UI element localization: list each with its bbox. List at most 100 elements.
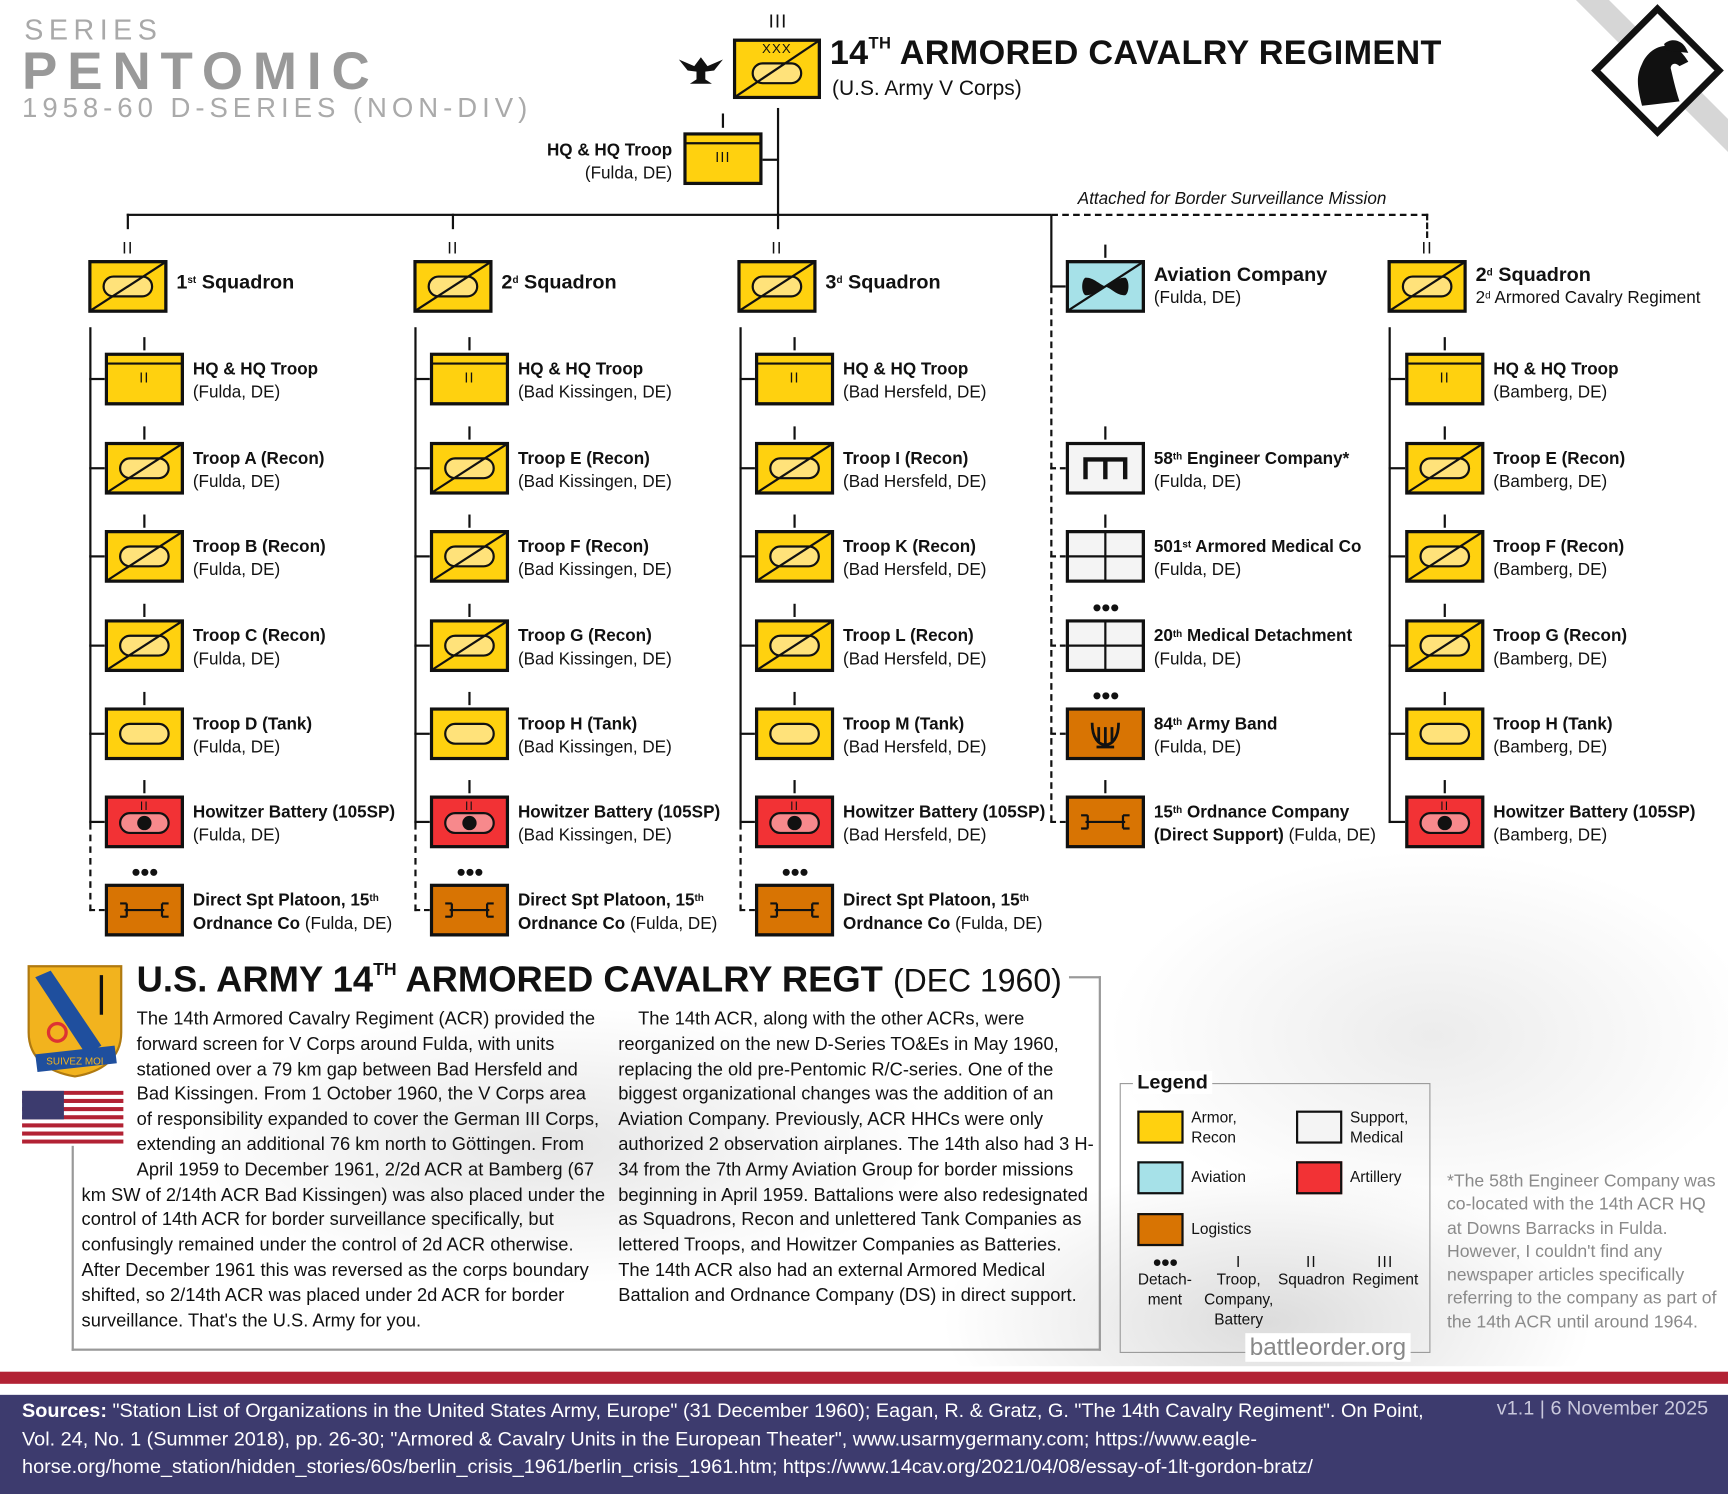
hq-unit[interactable]: II HQ & HQ Troop (Bamberg, DE) [1405,337,1619,406]
connector-line [1050,555,1066,558]
armor-recon-unit[interactable]: II 3d Squadron [737,240,941,313]
medical-unit[interactable]: ●●● 20th Medical Detachment (Fulda, DE) [1065,599,1352,673]
location-text: 2 [1475,288,1486,308]
unit-label: Troop G (Recon) (Bad Kissingen, DE) [518,625,672,671]
unit-name: Troop G (Recon) [1493,625,1627,648]
armor-recon-unit[interactable]: Troop A (Recon) (Fulda, DE) [104,426,324,495]
unit-heading: 3d Squadron [825,271,940,294]
howitzer-unit[interactable]: II Howitzer Battery (105SP) (Bamberg, DE) [1405,780,1695,849]
unit-label: Troop E (Recon) (Bad Kissingen, DE) [518,447,672,493]
armor-recon-symbol [104,619,185,677]
title-part: ARMORED CAVALRY REGT [396,958,893,1000]
armor-recon-unit[interactable]: Troop F (Recon) (Bamberg, DE) [1405,514,1624,583]
unit-label: Troop H (Tank) (Bamberg, DE) [1493,713,1612,759]
series-name: PENTOMIC [22,42,380,102]
armor-recon-unit[interactable]: Troop B (Recon) (Fulda, DE) [104,514,326,583]
hq-unit[interactable]: II HQ & HQ Troop (Bad Kissingen, DE) [429,337,672,406]
unit-name: Troop D (Tank) [193,713,312,736]
band-unit[interactable]: ●●● 84th Army Band (Fulda, DE) [1065,688,1277,761]
echelon-mark [430,423,509,440]
aviation-unit[interactable]: Aviation Company (Fulda, DE) [1065,244,1327,313]
unit-name: Howitzer Battery (105SP) [193,801,395,824]
hq-symbol [104,352,185,411]
armor-recon-unit[interactable]: Troop F (Recon) (Bad Kissingen, DE) [429,514,672,583]
howitzer-unit[interactable]: II Howitzer Battery (105SP) (Bad Kissingen… [429,780,720,849]
location-text: (Fulda, DE) [1153,288,1242,308]
tank-symbol [429,707,510,765]
band-symbol [1065,707,1146,765]
echelon-mark [755,777,834,794]
name-text: Medical Detachment [1182,626,1353,646]
hq-unit[interactable]: II HQ & HQ Troop (Fulda, DE) [104,337,318,406]
ordnance-unit[interactable]: ●●● Direct Spt Platoon, 15th Ordnance Co (… [754,864,1042,937]
unit-name: 3d Squadron [825,271,940,294]
echelon-mark [430,334,509,351]
armor-recon-unit[interactable]: Troop E (Recon) (Bad Kissingen, DE) [429,426,672,495]
unit-location: (Fulda, DE) [193,648,326,671]
tank-unit[interactable]: Troop M (Tank) (Bad Hersfeld, DE) [754,691,986,761]
connector-line [414,467,430,470]
unit-location: (Bad Hersfeld, DE) [843,559,986,582]
legend-label: Artillery [1350,1167,1401,1187]
ordnance-unit[interactable]: 15th Ordnance Company (Direct Support) (F… [1065,780,1376,849]
hq-unit[interactable]: II HQ & HQ Troop (Bad Hersfeld, DE) [754,337,986,406]
ordnance-unit[interactable]: ●●● Direct Spt Platoon, 15th Ordnance Co (… [429,864,717,937]
connector-line [739,820,755,824]
tank-unit[interactable]: Troop H (Tank) (Bad Kissingen, DE) [429,691,672,761]
tank-unit[interactable]: Troop H (Tank) (Bamberg, DE) [1405,691,1613,761]
unit-location: (Bamberg, DE) [1493,736,1612,759]
engineer-unit[interactable]: 58th Engineer Company* (Fulda, DE) [1065,426,1349,495]
howitzer-symbol [1405,795,1485,853]
echelon-tick [1443,780,1446,794]
howitzer-unit[interactable]: II Howitzer Battery (105SP) (Fulda, DE) [104,780,395,849]
medical-unit[interactable]: 501st Armored Medical Co (Fulda, DE) [1065,514,1361,583]
title-text: ARMORED CAVALRY REGIMENT [891,33,1442,72]
unit-location: (Fulda, DE) [193,559,326,582]
legend-swatch [1137,1161,1184,1195]
location-text: (Bad Hersfeld, DE) [843,738,987,757]
armor-recon-unit[interactable]: II 2d Squadron [413,240,617,313]
ordnance-unit[interactable]: ●●● Direct Spt Platoon, 15th Ordnance Co (… [104,864,392,937]
armor-recon-unit[interactable]: Troop I (Recon) (Bad Hersfeld, DE) [754,426,986,495]
connector-line [1388,644,1406,647]
connector-line [1050,214,1053,287]
unit-location: (Direct Support) (Fulda, DE) [1154,824,1376,847]
regiment-symbol[interactable]: XXX [732,38,822,100]
name-text: Direct Spt Platoon, 15 [192,891,370,911]
armor-recon-unit[interactable]: Troop G (Recon) (Bamberg, DE) [1405,603,1627,673]
name-text: Squadron [842,271,941,294]
location-text: (Bamberg, DE) [1493,560,1608,580]
armor-recon-unit[interactable]: Troop G (Recon) (Bad Kissingen, DE) [429,603,672,673]
unit-location: (Bad Hersfeld, DE) [843,824,1045,847]
armor-recon-unit[interactable]: II 1st Squadron [88,240,294,313]
unit-name: Troop E (Recon) [1493,447,1625,470]
title-part: U.S. ARMY 14 [136,958,374,1000]
armor-recon-unit[interactable]: II 2d Squadron 2d Armored Cavalry Regiment [1387,240,1700,313]
location-text: (Fulda, DE) [192,826,281,846]
howitzer-unit[interactable]: II Howitzer Battery (105SP) (Bad Hersfeld,… [754,780,1045,849]
name-text: 3 [825,271,837,294]
name-text: Troop M (Tank) [843,715,965,734]
site-name[interactable]: battleorder.org [1245,1333,1411,1362]
sources-list: "Station List of Organizations in the Un… [22,1399,1424,1478]
armor-recon-unit[interactable]: Troop K (Recon) (Bad Hersfeld, DE) [754,514,986,583]
name-text: Troop F (Recon) [517,537,649,557]
name-text: Troop H (Tank) [1493,715,1613,734]
unit-label: HQ & HQ Troop (Bamberg, DE) [1493,358,1618,404]
title-date: (DEC 1960) [892,964,1062,1000]
unit-label: Howitzer Battery (105SP) (Bad Kissingen, … [518,801,720,847]
connector-line [414,908,430,912]
connector-line [89,732,105,735]
armor-recon-unit[interactable]: Troop C (Recon) (Fulda, DE) [104,603,326,673]
unit-location: (Bad Kissingen, DE) [518,470,672,493]
armor-recon-unit[interactable]: Troop L (Recon) (Bad Hersfeld, DE) [754,603,986,673]
unit-name: Troop M (Tank) [843,713,986,736]
tank-unit[interactable]: Troop D (Tank) (Fulda, DE) [104,691,312,761]
echelon-tick [468,337,471,351]
location-text: (Fulda, DE) [1153,650,1242,669]
connector-line [1388,732,1406,735]
armor-recon-unit[interactable]: Troop E (Recon) (Bamberg, DE) [1405,426,1625,495]
location-text: (Bad Kissingen, DE) [517,472,672,492]
regiment-hq-symbol[interactable]: III [683,132,763,186]
name-text: Armored Medical Co [1191,537,1362,557]
